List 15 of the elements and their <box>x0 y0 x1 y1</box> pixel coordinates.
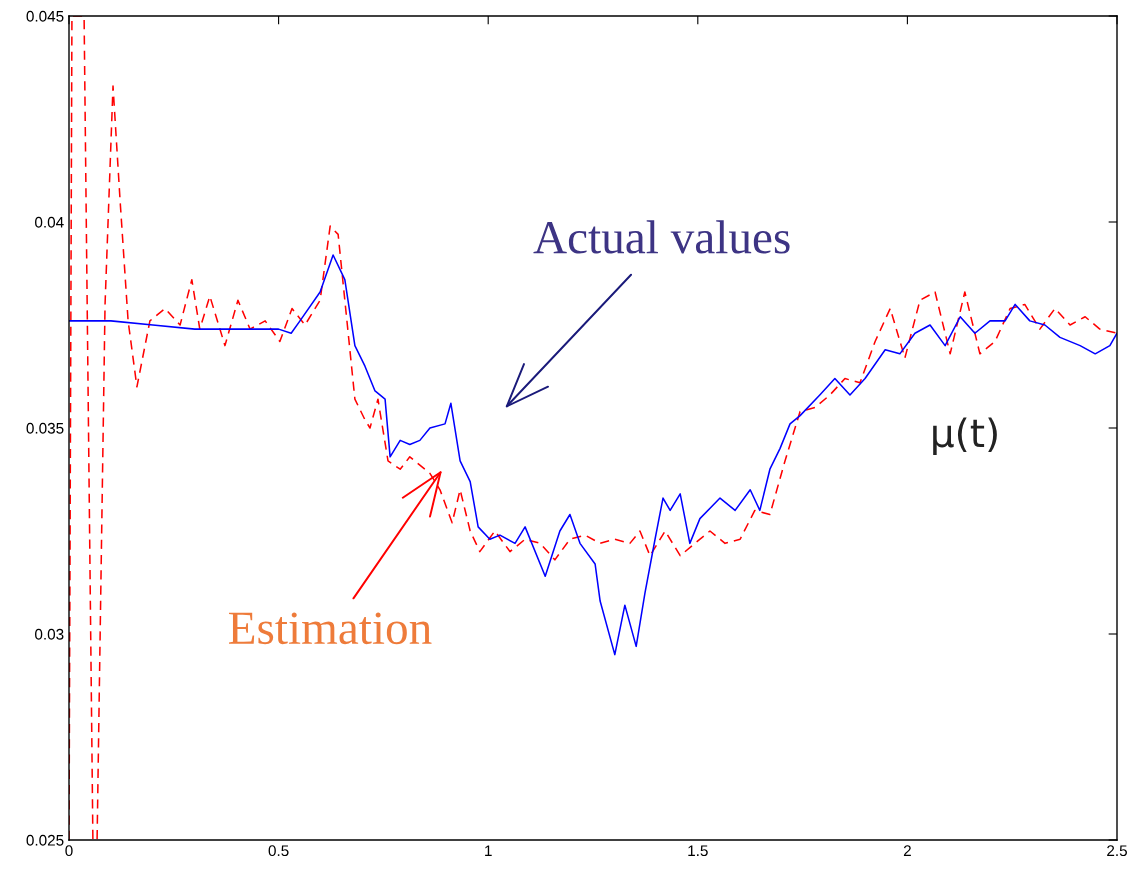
x-tick-label: 2 <box>903 845 911 856</box>
annotation: Actual values <box>533 220 790 254</box>
x-tick-label: 0 <box>65 845 73 857</box>
annotation: μ(t) <box>933 417 997 456</box>
line-series <box>69 254 1117 656</box>
x-tick-label: 0.5 <box>268 845 289 857</box>
x-tick-label: 2.5 <box>1107 845 1127 857</box>
annotation: Estimation <box>229 612 432 645</box>
x-tick-label: 1 <box>485 845 492 856</box>
y-tick-label: 0.035 <box>26 422 64 434</box>
y-tick-label: 0.025 <box>26 834 64 846</box>
y-tick-label: 0.04 <box>35 216 64 228</box>
y-tick-label: 0.045 <box>26 10 64 22</box>
y-tick-label: 0.03 <box>35 628 64 640</box>
x-tick-label: 1.5 <box>688 845 708 857</box>
